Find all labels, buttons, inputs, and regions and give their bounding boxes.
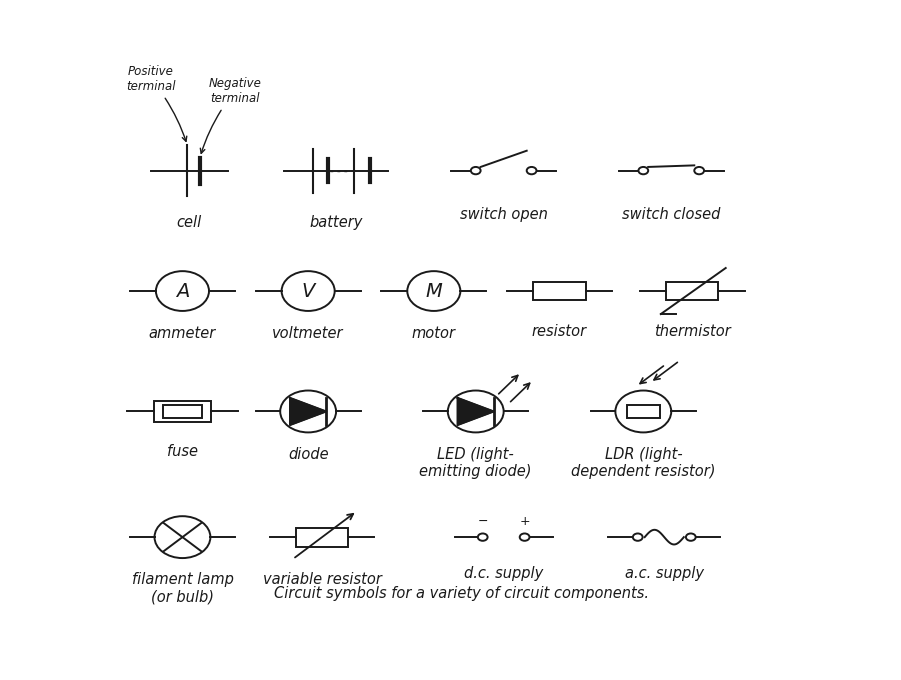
Text: voltmeter: voltmeter: [272, 326, 344, 341]
Bar: [626, 405, 660, 418]
Text: −: −: [478, 515, 488, 528]
Text: Circuit symbols for a variety of circuit components.: Circuit symbols for a variety of circuit…: [274, 586, 650, 601]
Text: filament lamp
(or bulb): filament lamp (or bulb): [132, 572, 233, 605]
Text: LDR (light-
dependent resistor): LDR (light- dependent resistor): [571, 447, 715, 479]
Text: fuse: fuse: [167, 444, 198, 459]
Bar: [533, 282, 586, 301]
Polygon shape: [290, 398, 326, 425]
Text: variable resistor: variable resistor: [263, 572, 381, 588]
Text: A: A: [176, 282, 189, 301]
Bar: [154, 401, 211, 422]
Circle shape: [615, 390, 671, 432]
Text: ammeter: ammeter: [149, 326, 216, 341]
Circle shape: [407, 271, 460, 311]
Polygon shape: [458, 398, 494, 425]
Circle shape: [639, 167, 648, 174]
Circle shape: [448, 390, 504, 432]
Text: battery: battery: [309, 215, 363, 230]
Bar: [666, 282, 718, 301]
Circle shape: [155, 516, 211, 558]
Text: V: V: [302, 282, 314, 301]
Circle shape: [686, 534, 696, 541]
Circle shape: [633, 534, 642, 541]
Circle shape: [695, 167, 704, 174]
Circle shape: [156, 271, 209, 311]
Text: LED (light-
emitting diode): LED (light- emitting diode): [420, 447, 532, 479]
Circle shape: [478, 534, 487, 541]
Text: cell: cell: [177, 215, 202, 230]
Text: Negative
terminal: Negative terminal: [200, 77, 261, 154]
Text: +: +: [519, 515, 530, 528]
Bar: [163, 405, 202, 418]
Circle shape: [282, 271, 334, 311]
Text: switch open: switch open: [460, 207, 548, 222]
Text: M: M: [425, 282, 442, 301]
Text: a.c. supply: a.c. supply: [624, 566, 704, 581]
Text: switch closed: switch closed: [622, 207, 721, 222]
Circle shape: [471, 167, 480, 174]
Circle shape: [280, 390, 336, 432]
Circle shape: [520, 534, 530, 541]
Text: Positive
terminal: Positive terminal: [126, 65, 187, 141]
Text: thermistor: thermistor: [654, 324, 731, 339]
Circle shape: [527, 167, 536, 174]
Text: motor: motor: [412, 326, 456, 341]
Bar: [296, 528, 349, 547]
Text: diode: diode: [287, 447, 329, 462]
Text: resistor: resistor: [532, 324, 587, 339]
Text: d.c. supply: d.c. supply: [464, 566, 543, 581]
